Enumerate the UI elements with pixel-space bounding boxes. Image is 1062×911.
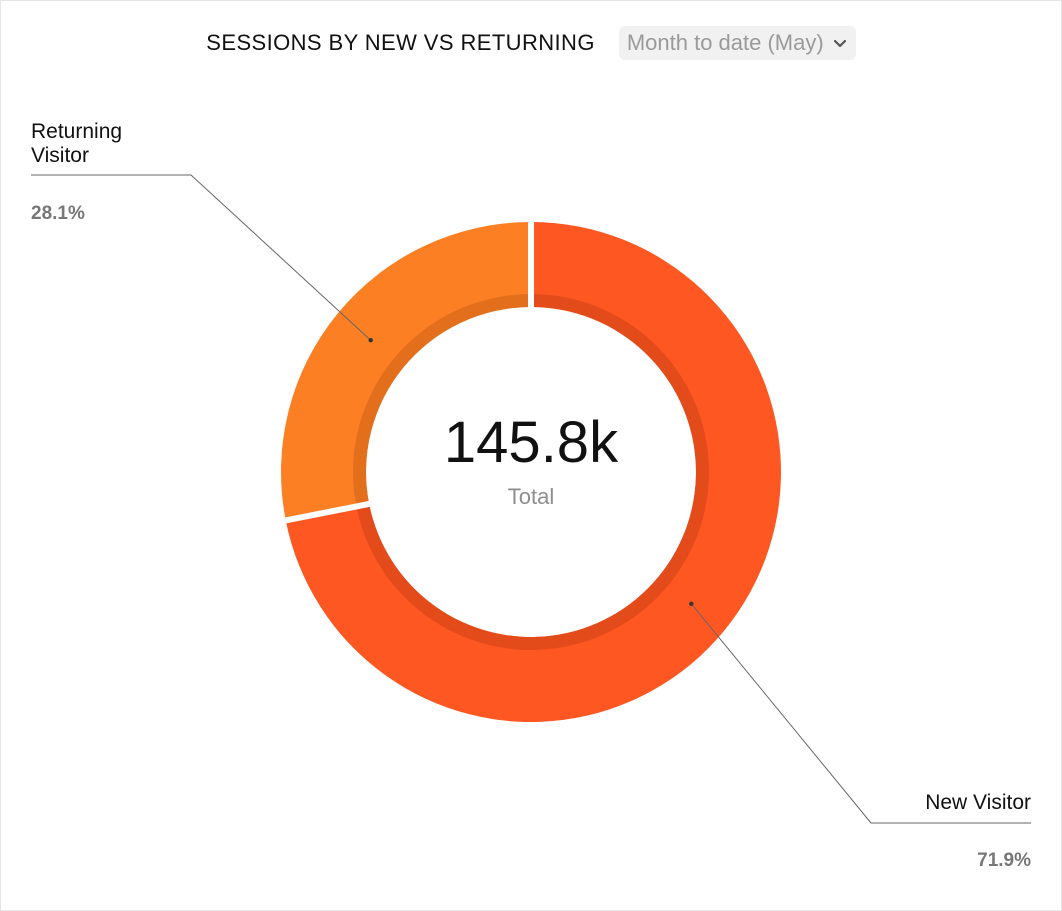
returning-visitor-percent: 28.1%	[31, 203, 85, 224]
slice-separator	[283, 500, 372, 524]
returning-visitor-label: Returning Visitor	[31, 120, 123, 167]
new-visitor-leader-line	[690, 603, 1031, 824]
total-label: Total	[507, 484, 555, 509]
returning-visitor-leader-dot	[368, 338, 373, 343]
chart-header: SESSIONS BY NEW VS RETURNING Month to da…	[0, 24, 1062, 62]
period-dropdown-label: Month to date (May)	[626, 30, 824, 55]
new-visitor-percent: 71.9%	[977, 850, 1031, 871]
chart-title: SESSIONS BY NEW VS RETURNING	[206, 30, 595, 55]
returning-visitor-leader-line	[31, 174, 372, 341]
new-visitor-leader-dot	[689, 601, 694, 606]
new-visitor-label: New Visitor	[925, 791, 1031, 814]
returning-visitor-slice[interactable]	[281, 222, 531, 521]
total-value: 145.8k	[443, 410, 619, 475]
period-dropdown[interactable]: Month to date (May)	[618, 26, 856, 60]
chevron-down-icon	[832, 35, 848, 51]
